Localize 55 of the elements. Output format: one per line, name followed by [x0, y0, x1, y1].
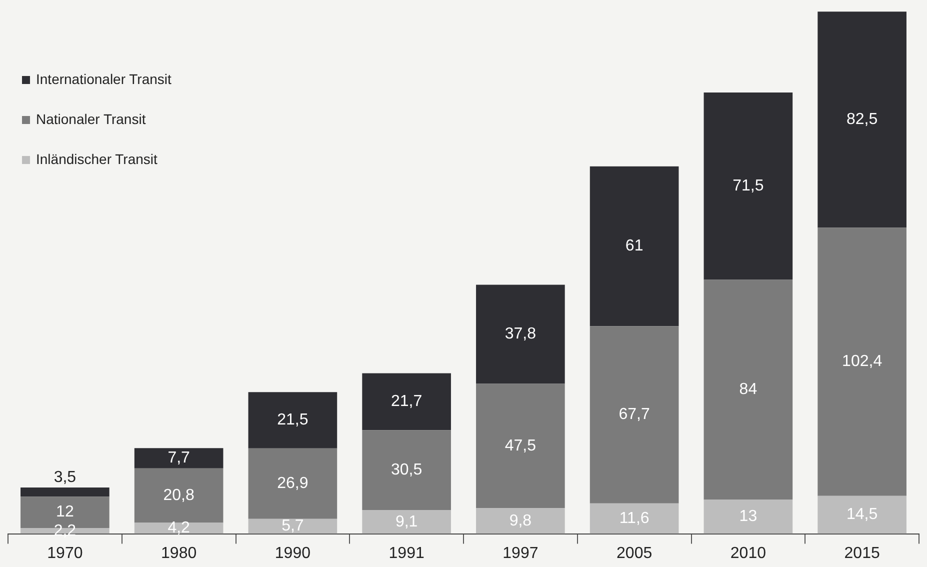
bar — [362, 510, 451, 534]
data-label: 20,8 — [163, 486, 194, 504]
data-label: 30,5 — [390, 461, 422, 478]
x-tick-label: 1970 — [47, 544, 83, 562]
data-label: 84 — [739, 381, 758, 398]
bar — [362, 430, 451, 510]
bar — [590, 503, 679, 534]
bar — [704, 92, 793, 280]
bar — [248, 392, 338, 448]
data-label: 13 — [739, 508, 758, 526]
x-tick-label: 1990 — [274, 544, 311, 562]
bar — [818, 228, 906, 496]
bar — [134, 468, 224, 523]
data-label: 71,5 — [732, 178, 764, 195]
bar — [704, 280, 793, 500]
bar — [590, 326, 679, 504]
x-tick-label: 2010 — [730, 544, 766, 562]
data-label: 4,2 — [168, 520, 190, 537]
data-label: 14,5 — [846, 506, 878, 524]
bar — [134, 448, 224, 468]
data-label: 11,6 — [619, 510, 650, 528]
bar — [818, 496, 906, 534]
data-label: 26,9 — [277, 475, 308, 492]
bar — [248, 448, 338, 519]
x-tick-label: 1980 — [161, 544, 197, 562]
bar — [476, 284, 565, 384]
data-label: 61 — [625, 238, 644, 255]
x-tick-label: 2005 — [616, 544, 652, 562]
legend-label: Inländischer Transit — [36, 150, 158, 167]
data-label: 21,7 — [390, 393, 422, 410]
bar — [248, 518, 338, 534]
bar — [20, 487, 110, 497]
x-tick-label: 1991 — [388, 544, 424, 562]
bar — [704, 500, 793, 534]
x-tick-label: 2015 — [844, 544, 880, 562]
data-label: 37,8 — [504, 326, 536, 343]
data-label: 82,5 — [846, 111, 878, 128]
data-label: 102,4 — [842, 353, 882, 370]
data-label: 9,1 — [395, 513, 418, 530]
legend-label: Nationaler Transit — [36, 110, 146, 127]
bar — [476, 508, 565, 534]
data-label: 12 — [56, 504, 74, 521]
data-label: 3,5 — [54, 468, 76, 486]
data-label: 5,7 — [282, 518, 304, 535]
bar — [590, 166, 679, 326]
x-tick-label: 1997 — [502, 544, 538, 562]
data-label: 47,5 — [504, 437, 536, 454]
data-label: 7,7 — [168, 450, 190, 467]
data-label: 67,7 — [618, 406, 650, 424]
bar — [818, 12, 906, 228]
bar — [362, 373, 451, 430]
bar — [476, 384, 565, 508]
data-label: 21,5 — [277, 412, 308, 429]
legend-label: Internationaler Transit — [36, 70, 172, 87]
data-label: 9,8 — [509, 512, 532, 530]
